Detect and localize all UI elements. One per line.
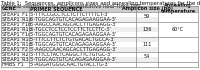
Text: 5’-AAGCCAACAGCACCTTGAGAGG-3’: 5’-AAGCCAACAGCACCTTGAGAGG-3’	[30, 22, 118, 27]
Text: Annealing
temperature: Annealing temperature	[160, 3, 196, 14]
Bar	[1, 27, 158, 32]
Text: Amplicon size (bp): Amplicon size (bp)	[122, 6, 172, 11]
Text: PRIMER SEQUENCE: PRIMER SEQUENCE	[30, 6, 83, 11]
Text: STEAP1_F1b: STEAP1_F1b	[2, 22, 32, 27]
Text: GENE: GENE	[2, 6, 17, 11]
Text: 5’-AGGATGGGCAACTGTACCTG-3’: 5’-AGGATGGGCAACTGTACCTG-3’	[30, 62, 110, 67]
Text: 5’-TGGCAGTGTCACAGAGAAGGAA-3’: 5’-TGGCAGTGTCACAGAGAAGGAA-3’	[30, 57, 117, 62]
Text: 5’-TTTCCTACTCAGGCTTCTGTGC-3’: 5’-TTTCCTACTCAGGCTTCTGTGC-3’	[30, 52, 113, 57]
Text: STEAP1_R1c: STEAP1_R1c	[2, 37, 32, 42]
Text: STEAP1_R2: STEAP1_R2	[2, 52, 30, 57]
Bar	[1, 37, 158, 42]
Text: STEAP1_F2: STEAP1_F2	[2, 47, 29, 52]
Text: 5’-TTTCCTTCTCTGTGACACTGCCA-3’: 5’-TTTCCTTCTCTGTGACACTGCCA-3’	[30, 37, 116, 42]
Text: 111: 111	[142, 42, 152, 47]
Text: 5’-TTTCCGCCTCCTCTTCTTTTCT-3’: 5’-TTTCCGCCTCCTCTTCTTTTCT-3’	[30, 12, 110, 17]
Text: 136: 136	[142, 27, 152, 32]
Text: 54: 54	[144, 55, 150, 60]
Text: 5’-AAGCCAACAGCACCTTGAGAGG-3’: 5’-AAGCCAACAGCACCTTGAGAGG-3’	[30, 47, 118, 52]
Text: STEAP1_F1c: STEAP1_F1c	[2, 32, 32, 37]
Text: STEAP1_R3: STEAP1_R3	[2, 57, 30, 62]
Text: 60°C: 60°C	[172, 27, 184, 32]
Bar	[1, 6, 198, 12]
Text: 5’-TGGCAGTGTCACAGAGAAGGAA-3’: 5’-TGGCAGTGTCACAGAGAAGGAA-3’	[30, 32, 117, 37]
Text: 59: 59	[144, 14, 150, 20]
Text: Table 1:  Sequences, amplicons sizes and annealing temperatures for the differen: Table 1: Sequences, amplicons sizes and …	[1, 0, 200, 6]
Text: internal controls used for quantitative Real-Time PCR: internal controls used for quantitative …	[1, 4, 141, 9]
Text: 5’-TGGCAGTGTCACAGAGAAGGAA-3’: 5’-TGGCAGTGTCACAGAGAAGGAA-3’	[30, 42, 117, 47]
Text: 5’-TGCCTCCTCCTCCTTCTCCTTC-3’: 5’-TGCCTCCTCCTCCTTCTCCTTC-3’	[30, 27, 112, 32]
Bar	[1, 17, 158, 22]
Text: STEAP1_R1b: STEAP1_R1b	[2, 27, 33, 32]
Bar	[1, 57, 158, 62]
Text: 5’-TGGCAGTGTCACAGAGAAGGAA-3’: 5’-TGGCAGTGTCACAGAGAAGGAA-3’	[30, 17, 117, 22]
Text: STEAP1_R1a: STEAP1_R1a	[2, 17, 33, 22]
Text: STEAP1_F1: STEAP1_F1	[2, 12, 29, 17]
Text: HMBS_F1: HMBS_F1	[2, 62, 25, 67]
Bar	[1, 47, 158, 52]
Text: STEAP1_R1d: STEAP1_R1d	[2, 42, 33, 47]
